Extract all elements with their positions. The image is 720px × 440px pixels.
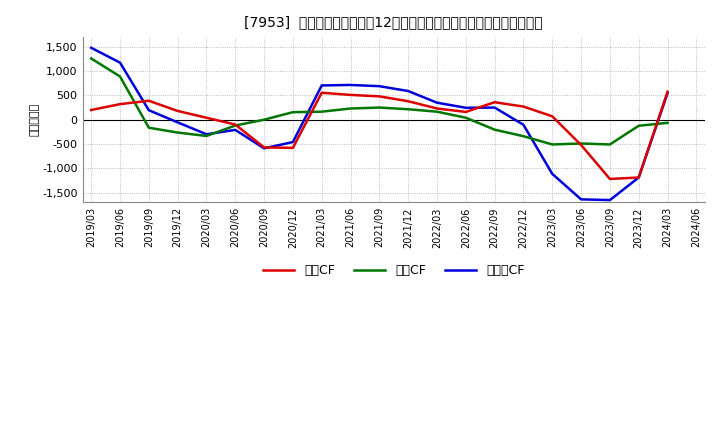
- 投資CF: [231, 123, 240, 128]
- 投資CF: [663, 120, 672, 125]
- 投資CF: [260, 117, 269, 122]
- 営業CF: [634, 175, 643, 180]
- 営業CF: [318, 90, 326, 95]
- 営業CF: [462, 109, 470, 114]
- フリーCF: [404, 88, 413, 94]
- フリーCF: [490, 105, 499, 110]
- 営業CF: [289, 145, 297, 150]
- 投資CF: [202, 133, 211, 139]
- 投資CF: [289, 110, 297, 115]
- フリーCF: [202, 132, 211, 137]
- 営業CF: [577, 142, 585, 147]
- Legend: 営業CF, 投資CF, フリーCF: 営業CF, 投資CF, フリーCF: [258, 259, 529, 282]
- Title: [7953]  キャッシュフローの12か月移動合計の対前年同期増減額の推移: [7953] キャッシュフローの12か月移動合計の対前年同期増減額の推移: [245, 15, 543, 29]
- 投資CF: [404, 106, 413, 112]
- 営業CF: [260, 145, 269, 150]
- フリーCF: [260, 146, 269, 151]
- Line: フリーCF: フリーCF: [91, 48, 667, 200]
- 営業CF: [404, 99, 413, 104]
- フリーCF: [346, 82, 355, 88]
- フリーCF: [174, 120, 182, 125]
- 投資CF: [606, 142, 614, 147]
- 投資CF: [87, 56, 96, 61]
- フリーCF: [548, 171, 557, 176]
- Y-axis label: （百万円）: （百万円）: [30, 103, 40, 136]
- 投資CF: [375, 105, 384, 110]
- フリーCF: [606, 198, 614, 203]
- 投資CF: [174, 130, 182, 135]
- 営業CF: [548, 114, 557, 119]
- 営業CF: [202, 115, 211, 121]
- フリーCF: [87, 45, 96, 51]
- 営業CF: [663, 89, 672, 95]
- 投資CF: [462, 115, 470, 121]
- フリーCF: [462, 105, 470, 110]
- 投資CF: [318, 109, 326, 114]
- フリーCF: [663, 91, 672, 96]
- 投資CF: [116, 74, 125, 79]
- 投資CF: [145, 125, 153, 130]
- 投資CF: [519, 134, 528, 139]
- 営業CF: [116, 102, 125, 107]
- 営業CF: [490, 99, 499, 105]
- 営業CF: [174, 108, 182, 114]
- 営業CF: [433, 106, 441, 111]
- 営業CF: [375, 94, 384, 99]
- フリーCF: [289, 139, 297, 145]
- フリーCF: [634, 175, 643, 180]
- 営業CF: [606, 176, 614, 182]
- フリーCF: [231, 127, 240, 132]
- 投資CF: [433, 109, 441, 114]
- フリーCF: [433, 100, 441, 105]
- フリーCF: [519, 122, 528, 128]
- 投資CF: [490, 127, 499, 132]
- フリーCF: [375, 84, 384, 89]
- 営業CF: [87, 107, 96, 113]
- フリーCF: [145, 107, 153, 113]
- 投資CF: [346, 106, 355, 111]
- 営業CF: [231, 122, 240, 127]
- 営業CF: [145, 98, 153, 103]
- Line: 営業CF: 営業CF: [91, 92, 667, 179]
- Line: 投資CF: 投資CF: [91, 59, 667, 144]
- 投資CF: [577, 141, 585, 146]
- フリーCF: [116, 60, 125, 65]
- フリーCF: [577, 197, 585, 202]
- 投資CF: [634, 123, 643, 128]
- 営業CF: [346, 92, 355, 98]
- 投資CF: [548, 142, 557, 147]
- フリーCF: [318, 83, 326, 88]
- 営業CF: [519, 104, 528, 109]
